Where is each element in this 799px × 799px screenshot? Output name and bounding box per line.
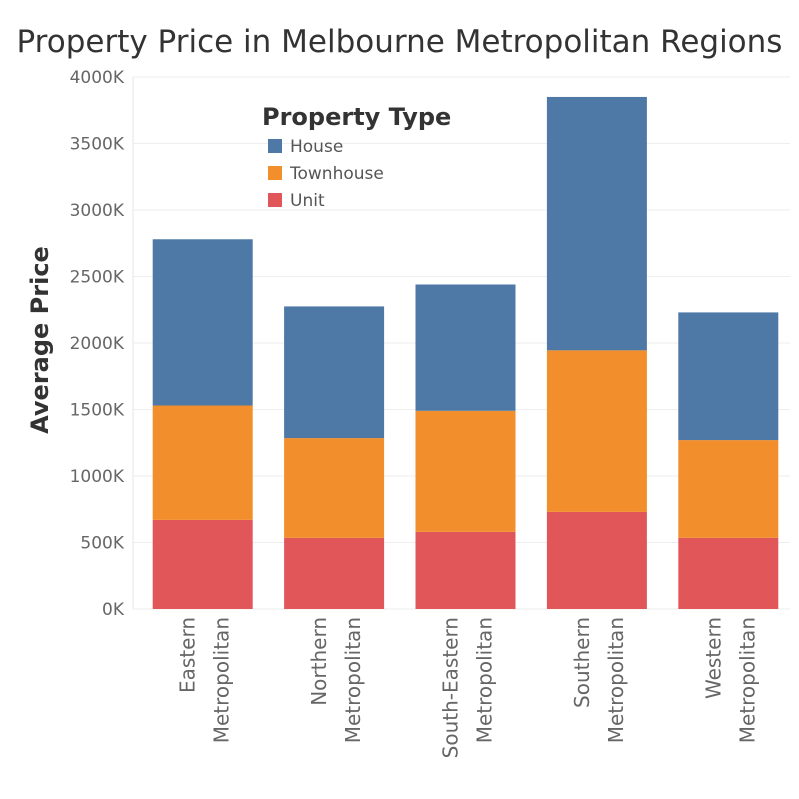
y-tick-label: 500K xyxy=(80,534,124,554)
y-tick-label: 4000K xyxy=(70,68,125,88)
x-tick-label: South-Eastern xyxy=(439,617,463,758)
bar-segment-townhouse xyxy=(152,405,253,520)
x-tick-label: Metropolitan xyxy=(735,617,759,743)
bar-segment-townhouse xyxy=(546,350,647,512)
y-tick-label: 2500K xyxy=(70,268,125,288)
bars xyxy=(152,96,779,609)
bar-segment-house xyxy=(678,312,779,441)
y-axis: 0K 500K 1000K 1500K 2000K 2500K 3000K 3500K 4000… xyxy=(70,68,125,620)
bar-segment-house xyxy=(546,96,647,351)
legend-swatch xyxy=(268,193,282,207)
bar-segment-house xyxy=(152,239,253,406)
y-tick-label: 3000K xyxy=(70,201,125,221)
x-tick-label: Western xyxy=(701,617,725,699)
y-tick-label: 1500K xyxy=(70,401,125,421)
bar-segment-house xyxy=(415,284,516,411)
legend-label: Unit xyxy=(290,191,325,211)
legend-title: Property Type xyxy=(262,103,451,131)
y-axis-label: Average Price xyxy=(26,246,54,434)
x-tick-label: Eastern xyxy=(176,617,200,693)
bar-segment-house xyxy=(284,306,385,439)
x-tick-label: Metropolitan xyxy=(210,617,234,743)
bar-segment-unit xyxy=(415,531,516,609)
legend-label: Townhouse xyxy=(289,164,384,184)
legend-label: House xyxy=(290,137,343,157)
bar-segment-townhouse xyxy=(678,440,779,538)
x-axis: Eastern Metropolitan Northern Metropolitan S… xyxy=(176,617,760,758)
bar-segment-unit xyxy=(678,537,779,609)
legend-swatch xyxy=(268,166,282,180)
legend: Property Type House Townhouse Unit xyxy=(262,103,451,211)
legend-swatch xyxy=(268,139,282,153)
bar-segment-unit xyxy=(546,511,647,609)
y-tick-label: 2000K xyxy=(70,334,125,354)
y-tick-label: 0K xyxy=(102,600,125,620)
bar-segment-townhouse xyxy=(284,438,385,538)
y-tick-label: 1000K xyxy=(70,467,125,487)
x-tick-label: Metropolitan xyxy=(341,617,365,743)
bar-segment-townhouse xyxy=(415,410,516,532)
x-tick-label: Metropolitan xyxy=(604,617,628,743)
y-tick-label: 3500K xyxy=(70,135,125,155)
x-tick-label: Metropolitan xyxy=(473,617,497,743)
bar-segment-unit xyxy=(152,519,253,609)
x-tick-label: Southern xyxy=(570,617,594,708)
x-tick-label: Northern xyxy=(307,617,331,706)
bar-segment-unit xyxy=(284,537,385,609)
chart-title: Property Price in Melbourne Metropolitan… xyxy=(16,24,783,60)
